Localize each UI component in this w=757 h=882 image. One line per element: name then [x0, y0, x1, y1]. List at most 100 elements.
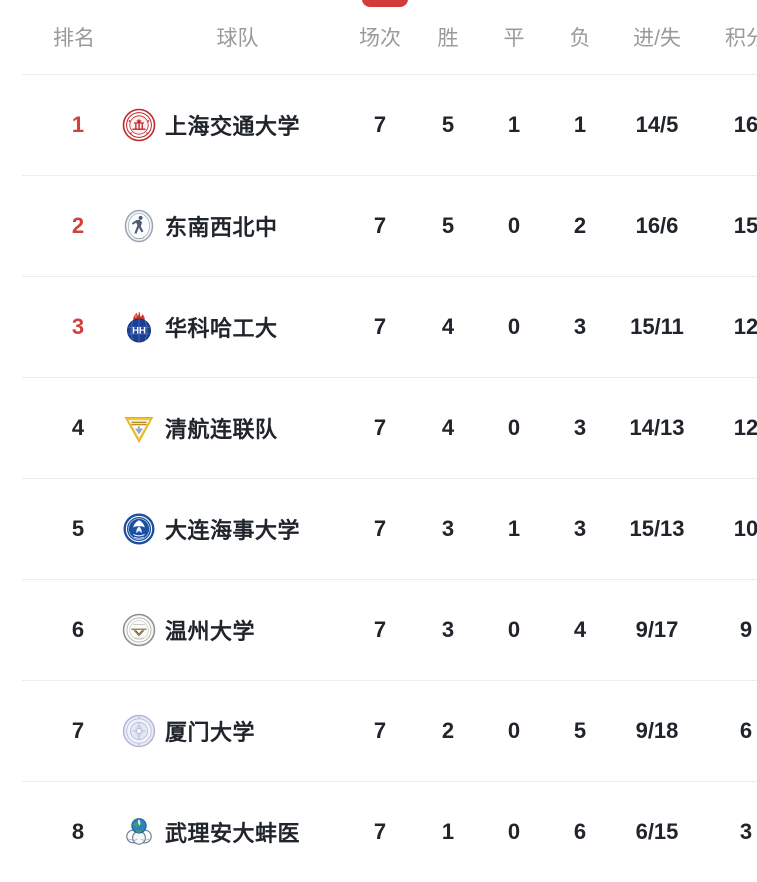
cell-lost: 3: [547, 277, 613, 377]
cell-lost: 6: [547, 782, 613, 882]
cell-drawn-value: 1: [507, 516, 521, 541]
cell-team[interactable]: 东南西北中: [122, 176, 345, 276]
row-separator: [0, 377, 757, 378]
row-separator: [0, 478, 757, 479]
cell-points: 16: [701, 75, 757, 175]
cell-won: 4: [415, 277, 481, 377]
cell-drawn: 0: [481, 681, 547, 781]
cell-lost: 1: [547, 75, 613, 175]
cell-team[interactable]: 清航连联队: [122, 378, 345, 478]
cell-team[interactable]: 大连海事大学: [122, 479, 345, 579]
team-cell[interactable]: 厦门大学: [122, 714, 345, 748]
table-body: 1 上海交通大学 7 5 1 1 14/5 16 2 东南西北中 7 5 0 2 16/6 15 3: [0, 74, 757, 882]
cell-played: 7: [345, 277, 415, 377]
wzu-crest-icon: [122, 613, 156, 647]
cell-won: 3: [415, 580, 481, 680]
table-row[interactable]: 8 武理安大蚌医 7 1 0 6 6/15 3: [0, 782, 757, 882]
cell-lost-value: 3: [573, 516, 587, 541]
team-name: 武理安大蚌医: [165, 821, 301, 846]
cell-lost-value: 4: [573, 617, 587, 642]
table-header: 排名 球队 场次 胜 平 负 进/失 积分: [0, 0, 757, 74]
separator-line: [22, 175, 757, 176]
cell-points-value: 6: [739, 718, 753, 743]
cell-goals: 9/17: [613, 580, 701, 680]
column-header-goals[interactable]: 进/失: [633, 27, 681, 50]
cell-rank: 6: [0, 580, 122, 680]
table-row[interactable]: 5 大连海事大学 7 3 1 3 15/13 10: [0, 479, 757, 579]
team-cell[interactable]: 东南西北中: [122, 209, 345, 243]
table-row[interactable]: 6 温州大学 7 3 0 4 9/17 9: [0, 580, 757, 680]
cell-drawn-value: 1: [507, 112, 521, 137]
column-header-rank[interactable]: 排名: [53, 27, 95, 50]
separator-line: [22, 74, 757, 75]
team-cell[interactable]: 温州大学: [122, 613, 345, 647]
cell-points: 3: [701, 782, 757, 882]
cell-played-value: 7: [373, 415, 387, 440]
table-row[interactable]: 7 厦门大学 7 2 0 5 9/18 6: [0, 681, 757, 781]
cell-played-value: 7: [373, 819, 387, 844]
cell-goals: 16/6: [613, 176, 701, 276]
cell-goals-value: 9/17: [635, 617, 679, 642]
cell-points-value: 12: [733, 314, 757, 339]
table-row[interactable]: 1 上海交通大学 7 5 1 1 14/5 16: [0, 75, 757, 175]
cell-drawn-value: 0: [507, 617, 521, 642]
cell-played-value: 7: [373, 718, 387, 743]
cell-lost-value: 6: [573, 819, 587, 844]
column-header-lost[interactable]: 负: [569, 27, 591, 50]
wulianadabangyi-crest-icon: [122, 815, 156, 849]
cell-goals: 14/13: [613, 378, 701, 478]
cell-drawn: 1: [481, 479, 547, 579]
table-row[interactable]: 2 东南西北中 7 5 0 2 16/6 15: [0, 176, 757, 276]
cell-team[interactable]: HH 华科哈工大: [122, 277, 345, 377]
column-header-drawn[interactable]: 平: [503, 27, 525, 50]
table-row[interactable]: 3 HH 华科哈工大 7 4 0 3 15/11 12: [0, 277, 757, 377]
team-cell[interactable]: 清航连联队: [122, 411, 345, 445]
cell-points: 12: [701, 277, 757, 377]
dlmu-crest-icon: [122, 512, 156, 546]
column-header-team[interactable]: 球队: [216, 27, 259, 50]
cell-rank: 4: [0, 378, 122, 478]
cell-drawn: 0: [481, 176, 547, 276]
cell-played-value: 7: [373, 213, 387, 238]
row-separator: [0, 175, 757, 176]
column-header-points[interactable]: 积分: [725, 27, 757, 50]
cell-goals-value: 15/11: [630, 314, 684, 339]
separator-line: [22, 276, 757, 277]
huakehagongda-crest-icon: HH: [122, 310, 156, 344]
row-separator: [0, 680, 757, 681]
cell-won: 5: [415, 176, 481, 276]
cell-won-value: 4: [441, 415, 455, 440]
separator-line: [22, 781, 757, 782]
cell-team[interactable]: 上海交通大学: [122, 75, 345, 175]
cell-won-value: 5: [441, 112, 455, 137]
team-cell[interactable]: 武理安大蚌医: [122, 815, 345, 849]
cell-won: 5: [415, 75, 481, 175]
cell-points: 9: [701, 580, 757, 680]
column-header-played[interactable]: 场次: [359, 27, 401, 50]
cell-played: 7: [345, 75, 415, 175]
separator-line: [22, 579, 757, 580]
cell-lost-value: 2: [573, 213, 587, 238]
table-row[interactable]: 4 清航连联队 7 4 0 3 14/13 12: [0, 378, 757, 478]
active-tab-indicator[interactable]: [362, 0, 408, 7]
cell-rank: 3: [0, 277, 122, 377]
cell-team[interactable]: 武理安大蚌医: [122, 782, 345, 882]
cell-team[interactable]: 厦门大学: [122, 681, 345, 781]
rank-value: 6: [71, 617, 85, 642]
team-cell[interactable]: 上海交通大学: [122, 108, 345, 142]
team-name: 大连海事大学: [165, 518, 301, 543]
cell-played-value: 7: [373, 314, 387, 339]
svg-text:HH: HH: [132, 326, 146, 337]
cell-won-value: 3: [441, 516, 455, 541]
column-header-won[interactable]: 胜: [437, 27, 459, 50]
cell-played: 7: [345, 378, 415, 478]
cell-won-value: 1: [441, 819, 455, 844]
cell-team[interactable]: 温州大学: [122, 580, 345, 680]
cell-points-value: 15: [733, 213, 757, 238]
row-separator: [0, 781, 757, 782]
cell-points: 12: [701, 378, 757, 478]
team-cell[interactable]: 大连海事大学: [122, 512, 345, 546]
cell-points: 10: [701, 479, 757, 579]
team-cell[interactable]: HH 华科哈工大: [122, 310, 345, 344]
